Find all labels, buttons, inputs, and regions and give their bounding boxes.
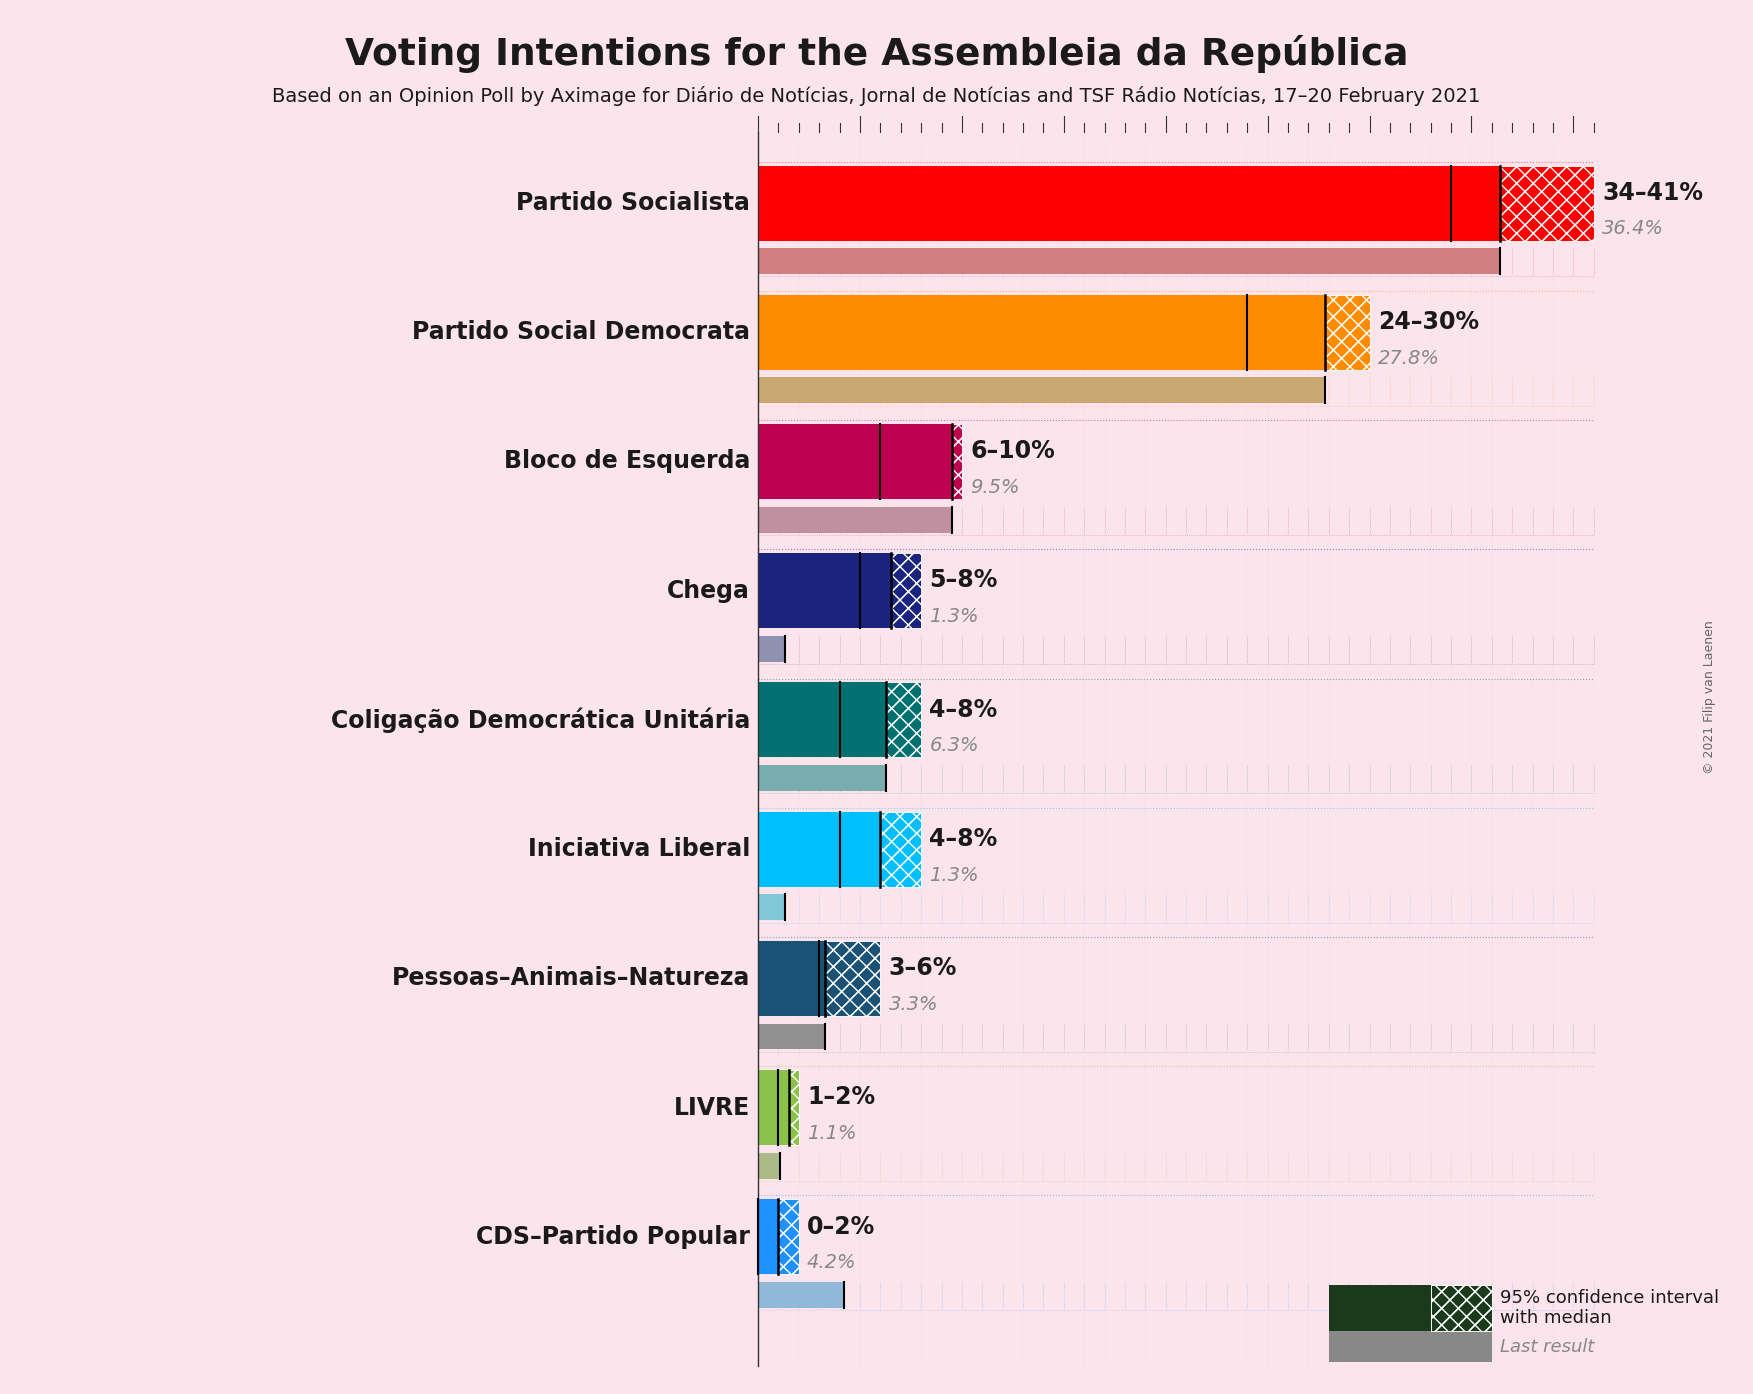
Bar (952, 424, 962, 499)
Bar (826, 941, 880, 1016)
Bar (757, 294, 1325, 369)
Bar (757, 378, 1325, 403)
Text: Chega: Chega (668, 579, 750, 602)
Text: 4–8%: 4–8% (929, 697, 997, 722)
Bar (1501, 166, 1593, 241)
Bar (789, 1071, 799, 1144)
Bar (757, 166, 1501, 241)
Bar (757, 811, 880, 887)
Bar (887, 683, 920, 757)
Bar (789, 1071, 799, 1144)
Text: © 2021 Filip van Laenen: © 2021 Filip van Laenen (1702, 620, 1716, 774)
Text: Based on an Opinion Poll by Aximage for Diário de Notícias, Jornal de Notícias a: Based on an Opinion Poll by Aximage for … (272, 86, 1481, 106)
Bar (952, 424, 962, 499)
Bar (757, 941, 826, 1016)
Bar (1329, 1331, 1492, 1362)
Text: 3–6%: 3–6% (889, 956, 957, 980)
Bar (1501, 166, 1593, 241)
Text: CDS–Partido Popular: CDS–Partido Popular (477, 1225, 750, 1249)
Text: 6–10%: 6–10% (969, 439, 1055, 463)
Text: Last result: Last result (1501, 1338, 1593, 1356)
Bar (757, 683, 887, 757)
Text: Bloco de Esquerda: Bloco de Esquerda (503, 449, 750, 474)
Text: 9.5%: 9.5% (969, 478, 1020, 496)
Text: 34–41%: 34–41% (1602, 181, 1702, 205)
Bar (757, 1071, 789, 1144)
Text: 1.3%: 1.3% (929, 606, 978, 626)
Text: Pessoas–Animais–Natureza: Pessoas–Animais–Natureza (391, 966, 750, 990)
Text: Partido Socialista: Partido Socialista (515, 191, 750, 215)
Text: 3.3%: 3.3% (889, 995, 938, 1013)
Bar (778, 1199, 799, 1274)
Text: 27.8%: 27.8% (1378, 348, 1439, 368)
Text: 0–2%: 0–2% (806, 1214, 875, 1238)
Bar (1325, 294, 1369, 369)
Bar (757, 1282, 843, 1308)
Bar (826, 941, 880, 1016)
Bar (887, 683, 920, 757)
Bar (757, 553, 891, 629)
Text: 4.2%: 4.2% (806, 1253, 857, 1273)
Bar (757, 1153, 780, 1179)
Bar (757, 765, 887, 790)
Bar (1430, 1285, 1492, 1331)
Bar (1430, 1285, 1492, 1331)
Bar (891, 553, 920, 629)
Text: 5–8%: 5–8% (929, 569, 997, 592)
Bar (757, 636, 785, 662)
Bar (757, 424, 952, 499)
Text: Coligação Democrática Unitária: Coligação Democrática Unitária (331, 707, 750, 733)
Text: 6.3%: 6.3% (929, 736, 978, 756)
Bar (880, 811, 920, 887)
Text: Voting Intentions for the Assembleia da República: Voting Intentions for the Assembleia da … (345, 35, 1408, 72)
Text: 1.3%: 1.3% (929, 866, 978, 885)
Bar (1325, 294, 1369, 369)
Text: 36.4%: 36.4% (1602, 219, 1664, 238)
Text: 95% confidence interval
with median: 95% confidence interval with median (1501, 1288, 1720, 1327)
Bar (880, 811, 920, 887)
Text: 4–8%: 4–8% (929, 827, 997, 850)
Text: Partido Social Democrata: Partido Social Democrata (412, 321, 750, 344)
Bar (757, 507, 952, 533)
Text: Iniciativa Liberal: Iniciativa Liberal (528, 838, 750, 861)
Bar (1329, 1285, 1430, 1331)
Bar (891, 553, 920, 629)
Text: 1.1%: 1.1% (806, 1124, 857, 1143)
Bar (757, 1199, 778, 1274)
Bar (757, 248, 1501, 275)
Text: 1–2%: 1–2% (806, 1086, 875, 1110)
Bar (757, 1023, 826, 1050)
Text: 24–30%: 24–30% (1378, 309, 1480, 335)
Text: LIVRE: LIVRE (673, 1096, 750, 1119)
Bar (757, 895, 785, 920)
Bar (778, 1199, 799, 1274)
